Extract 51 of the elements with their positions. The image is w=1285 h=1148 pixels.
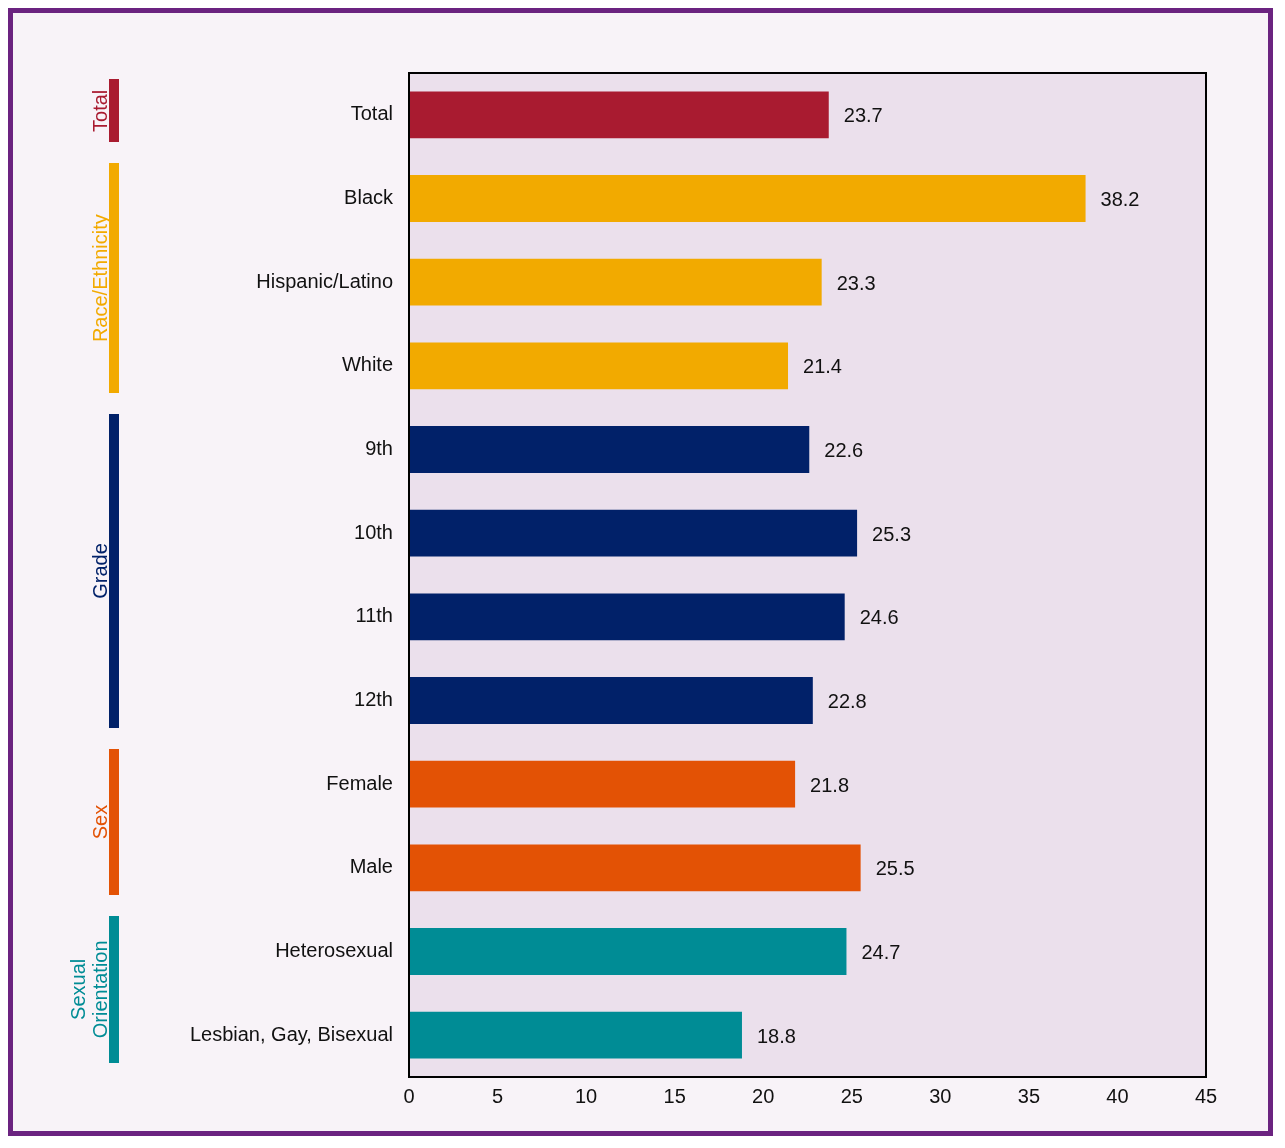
x-tick-label: 40 (1106, 1084, 1129, 1107)
data-label: 25.3 (872, 522, 912, 545)
bar (409, 175, 1086, 222)
x-tick-label: 0 (403, 1084, 415, 1107)
text: Total (88, 89, 111, 132)
data-label: 18.8 (756, 1024, 796, 1047)
data-label: 23.3 (836, 271, 876, 294)
y-tick-label: Male (349, 855, 393, 878)
x-tick-label: 45 (1194, 1084, 1218, 1107)
y-tick-label: Female (326, 771, 393, 794)
x-tick-label: 30 (929, 1084, 952, 1107)
y-tick-label: 11th (355, 604, 393, 627)
data-label: 25.5 (875, 857, 915, 880)
y-tick-label: Heterosexual (275, 939, 393, 962)
data-label: 22.8 (827, 690, 867, 713)
y-tick-label: 9th (365, 437, 393, 460)
bar (409, 677, 813, 724)
data-label: 21.4 (803, 355, 842, 378)
data-label: 23.7 (843, 104, 883, 127)
x-tick-label: 5 (491, 1084, 504, 1107)
y-tick-label: 10th (354, 520, 393, 543)
y-tick-label: Black (344, 186, 394, 209)
x-tick-label: 10 (574, 1084, 598, 1107)
text: Grade (88, 543, 111, 599)
data-label: 24.6 (859, 606, 899, 629)
bar (409, 1011, 742, 1059)
data-label: 38.2 (1100, 188, 1140, 211)
text: Race/Ethnicity (88, 214, 111, 343)
bar (409, 258, 822, 306)
bar (409, 509, 858, 557)
x-tick-label: 35 (1017, 1084, 1041, 1107)
data-label: 21.8 (810, 773, 850, 796)
bar (409, 426, 810, 473)
bar (409, 760, 796, 808)
y-tick-label: Hispanic/Latino (256, 269, 393, 292)
bar (409, 593, 845, 641)
x-tick-label: 25 (840, 1084, 863, 1107)
y-tick-label: Total (350, 102, 393, 125)
data-label: 24.7 (861, 941, 901, 964)
y-tick-label: 12th (354, 688, 393, 711)
bar (409, 91, 829, 139)
bar (409, 928, 847, 975)
y-tick-label: Lesbian, Gay, Bisexual (189, 1022, 393, 1045)
bar (409, 844, 861, 892)
data-label: 22.6 (824, 439, 864, 462)
x-tick-label: 20 (752, 1084, 775, 1107)
x-tick-label: 15 (663, 1084, 686, 1107)
text: Sex (88, 804, 111, 840)
y-tick-label: White (341, 353, 393, 376)
text: Sexual Orientation (66, 940, 111, 1039)
bar (409, 342, 789, 390)
